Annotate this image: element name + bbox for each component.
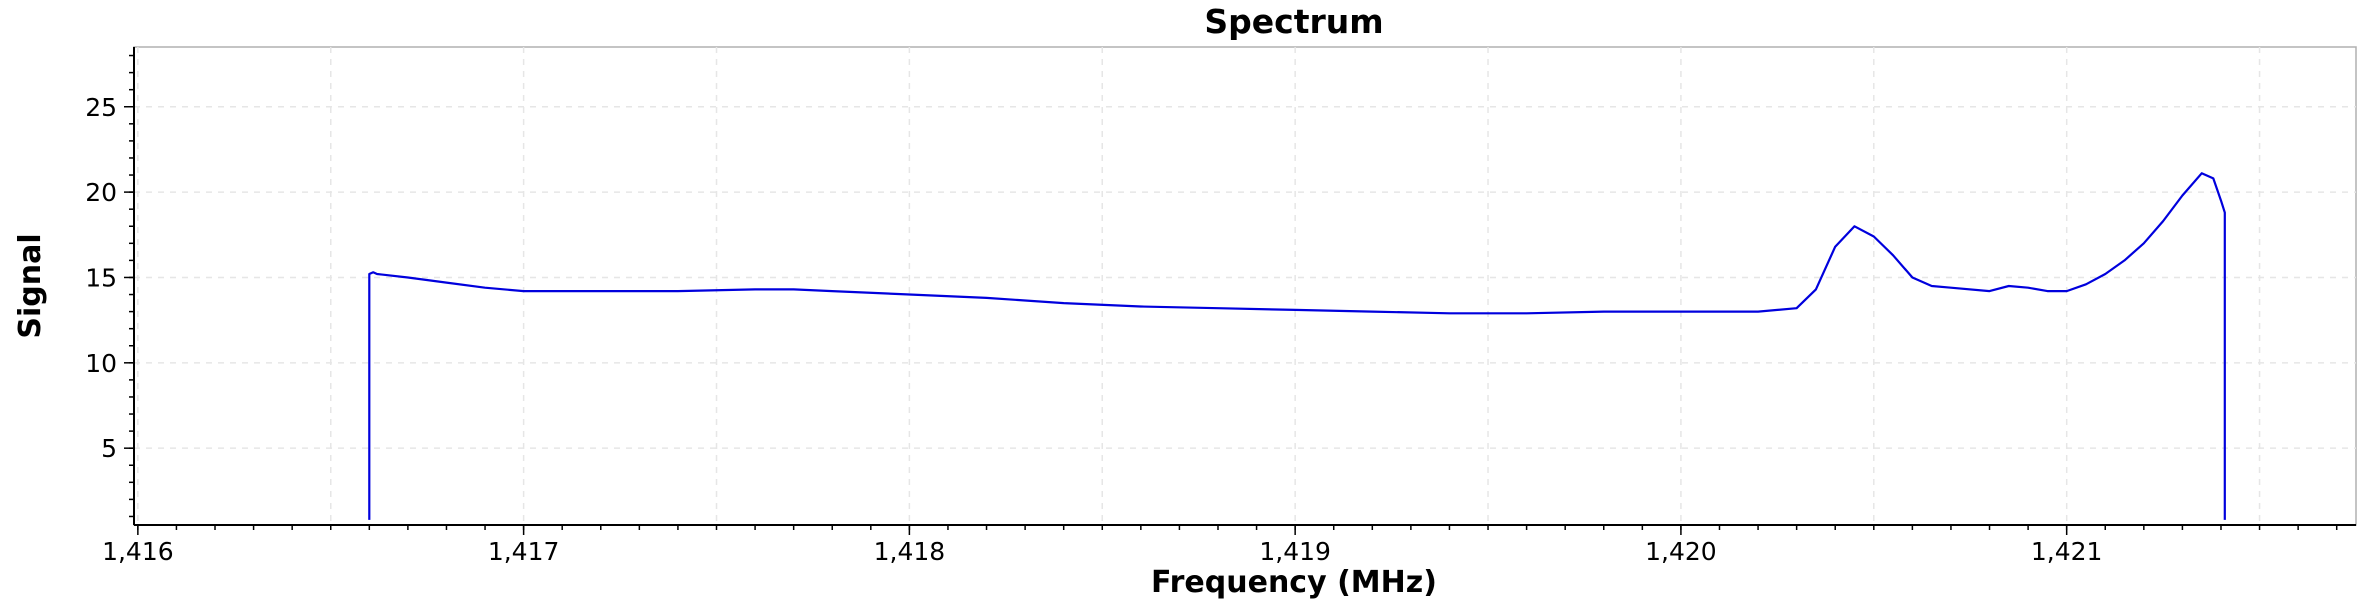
y-axis-ticks: 5 10 15 20 25 <box>85 93 134 463</box>
series-layer <box>368 172 2226 520</box>
x-tick-label: 1,418 <box>874 537 946 566</box>
y-tick-label: 20 <box>85 178 117 207</box>
chart-title: Spectrum <box>1204 2 1383 41</box>
x-tick-label: 1,419 <box>1259 537 1331 566</box>
y-axis-label: Signal <box>13 233 48 338</box>
series-line <box>368 172 2226 520</box>
x-tick-label: 1,421 <box>2031 537 2103 566</box>
y-tick-label: 5 <box>101 434 117 463</box>
x-axis-label: Frequency (MHz) <box>1151 565 1437 600</box>
minor-ticks <box>129 54 2338 530</box>
y-tick-label: 15 <box>85 263 117 292</box>
grid <box>134 47 2356 525</box>
y-tick-label: 10 <box>85 349 117 378</box>
x-tick-label: 1,416 <box>102 537 174 566</box>
x-tick-label: 1,420 <box>1645 537 1717 566</box>
y-tick-label: 25 <box>85 93 117 122</box>
x-tick-label: 1,417 <box>488 537 560 566</box>
x-axis-ticks: 1,416 1,417 1,418 1,419 1,420 1,421 <box>102 525 2102 566</box>
